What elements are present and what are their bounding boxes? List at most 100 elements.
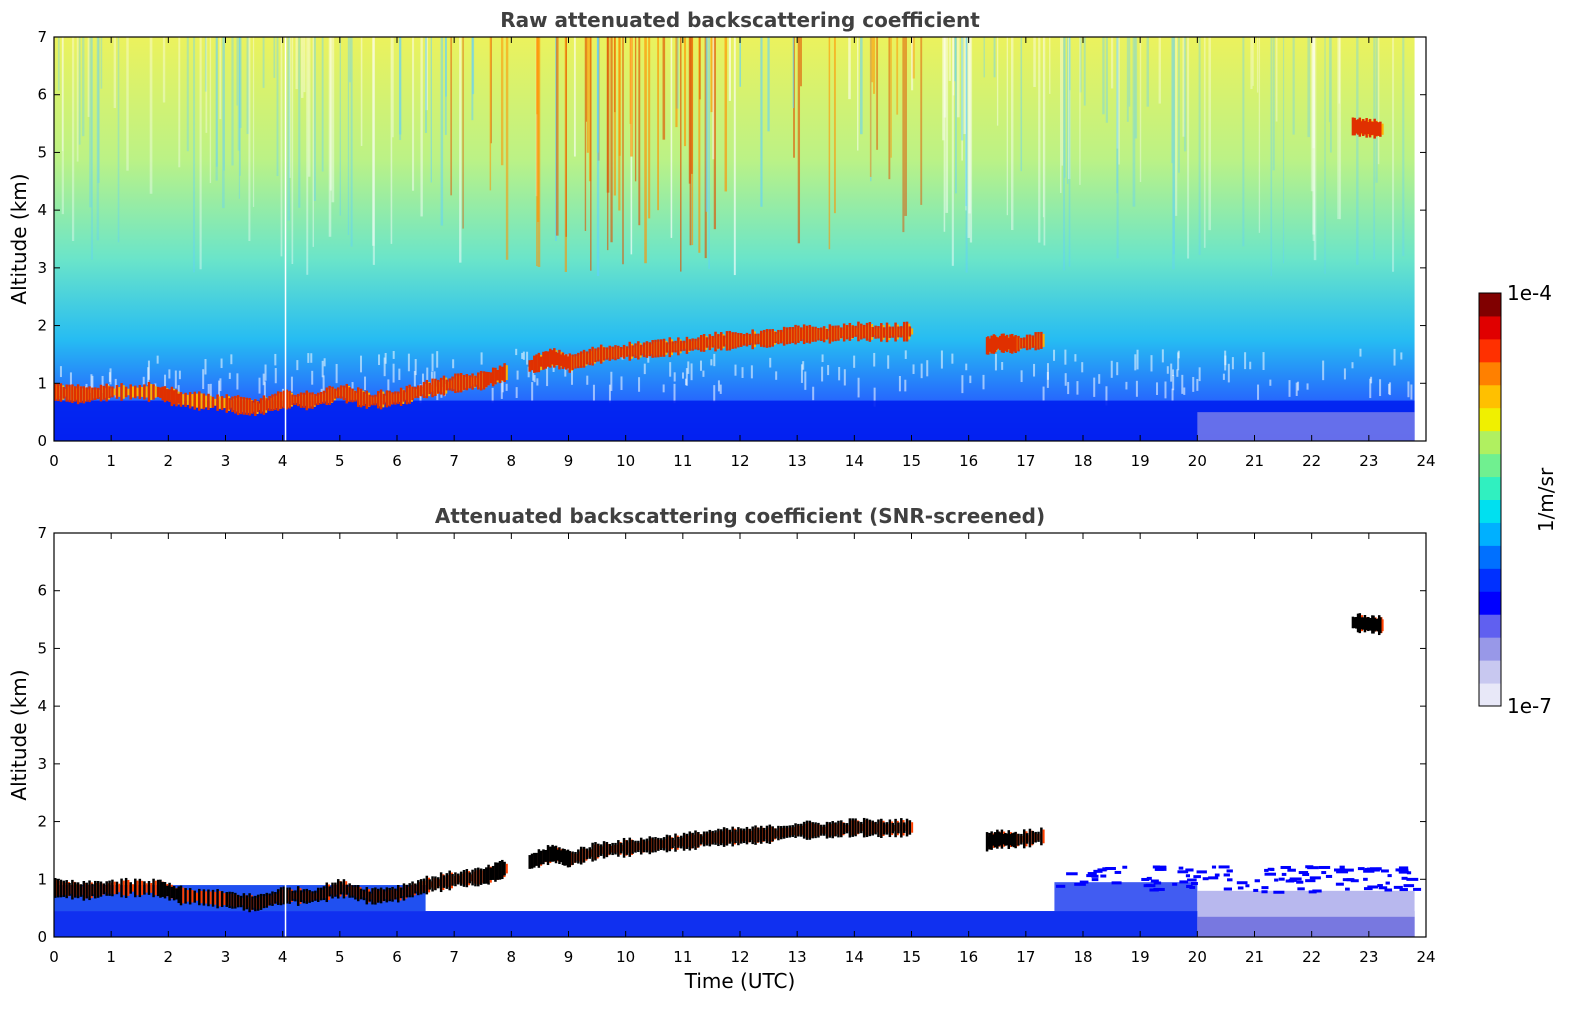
raw-speckle [431,353,434,372]
screened-speck [1377,884,1383,888]
screened-evening-layer [1054,882,1198,912]
raw-speckle [1322,360,1325,381]
cloud-mark-edge [122,385,125,399]
raw-noise-streak [800,37,802,87]
cloud-mark [334,882,337,897]
raw-noise-streak [951,37,954,266]
cloud-mark [865,818,869,838]
cloud-mark [399,387,403,406]
cloud-mark [465,374,469,391]
screened-speck [1403,884,1415,888]
raw-speckle [1156,382,1159,395]
cloud-mark [242,893,246,911]
cloud-mark [351,388,354,403]
screened-speck [1273,890,1285,894]
raw-speckle [527,366,530,378]
cloud-mark [96,880,100,898]
raw-speckle [853,355,856,368]
raw-speckle [421,373,424,388]
cloud-mark [491,367,495,387]
cloud-mark [559,354,563,366]
raw-noise-streak [204,37,207,92]
cloud-mark [91,387,94,401]
cloud-mark-edge [205,395,208,408]
cloud-mark [259,398,263,414]
raw-speckle [491,387,494,403]
cloud-mark-edge [182,887,185,904]
cloud-mark [496,862,499,880]
raw-speckle [101,375,104,394]
raw-speckle [1172,375,1175,391]
cloud-mark [245,895,249,910]
raw-speckle [1171,388,1174,401]
cloud-mark [1355,120,1358,134]
cloud-mark [544,351,547,369]
raw-noise-streak [945,37,949,213]
cloud-mark [96,387,100,399]
raw-speckle [414,359,417,376]
cloud-mark [871,327,874,338]
cloud-mark [271,394,274,411]
cloud-mark [794,823,797,838]
raw-speckle [969,375,972,384]
raw-noise-streak [890,37,892,158]
cloud-mark [54,877,57,898]
raw-speckle [1074,354,1077,362]
raw-noise-streak [968,37,971,214]
cloud-mark [814,822,817,839]
raw-noise-streak [634,37,637,182]
screened-speck [1378,886,1388,890]
cloud-mark [1002,834,1005,845]
cloud-mark [802,324,806,345]
raw-speckle [673,372,676,382]
cloud-mark [322,886,326,901]
cloud-mark [56,878,60,898]
raw-noise-streak [1250,37,1253,90]
cloud-mark [276,889,280,905]
cloud-mark [905,818,909,837]
raw-speckle [1170,363,1173,382]
cloud-mark [437,379,440,394]
screened-speck [1281,872,1287,876]
cloud-mark-edge [113,881,116,895]
cloud-mark [161,881,164,897]
raw-speckle [230,354,233,365]
cloud-mark [860,821,863,834]
raw-speckle [218,380,221,399]
raw-speckle [1125,381,1128,390]
raw-noise-streak [1102,37,1105,115]
y-tick-label: 4 [37,201,47,219]
raw-noise-streak [675,37,678,128]
cloud-mark [348,883,351,898]
raw-speckle [177,385,180,393]
cloud-mark [163,881,167,899]
x-tick-label: 0 [49,948,59,966]
raw-speckle [1393,348,1396,366]
cloud-mark [657,837,660,851]
cloud-mark [94,880,97,899]
cloud-mark [1002,333,1005,353]
raw-noise-streak [89,37,92,208]
raw-noise-streak [306,37,309,275]
y-tick-label: 5 [37,639,47,657]
cloud-mark [811,326,814,342]
cloud-mark [82,880,86,901]
screened-speck [1091,874,1099,878]
raw-noise-streak [321,37,324,172]
raw-noise-streak [618,37,621,156]
cloud-mark [751,826,754,845]
screened-speck [1208,876,1219,880]
cloud-mark [85,387,88,402]
cloud-mark [316,392,320,405]
cloud-mark [788,825,792,838]
cloud-mark [1009,834,1012,846]
cloud-mark [645,838,649,853]
screened-speck [1346,878,1354,882]
cloud-mark [228,398,231,410]
raw-noise-streak [871,37,874,83]
colorbar-band [1479,591,1501,615]
screened-speck [1318,865,1331,869]
raw-noise-streak [1187,37,1190,259]
raw-noise-streak [96,37,100,241]
screened-speck [1178,866,1184,870]
